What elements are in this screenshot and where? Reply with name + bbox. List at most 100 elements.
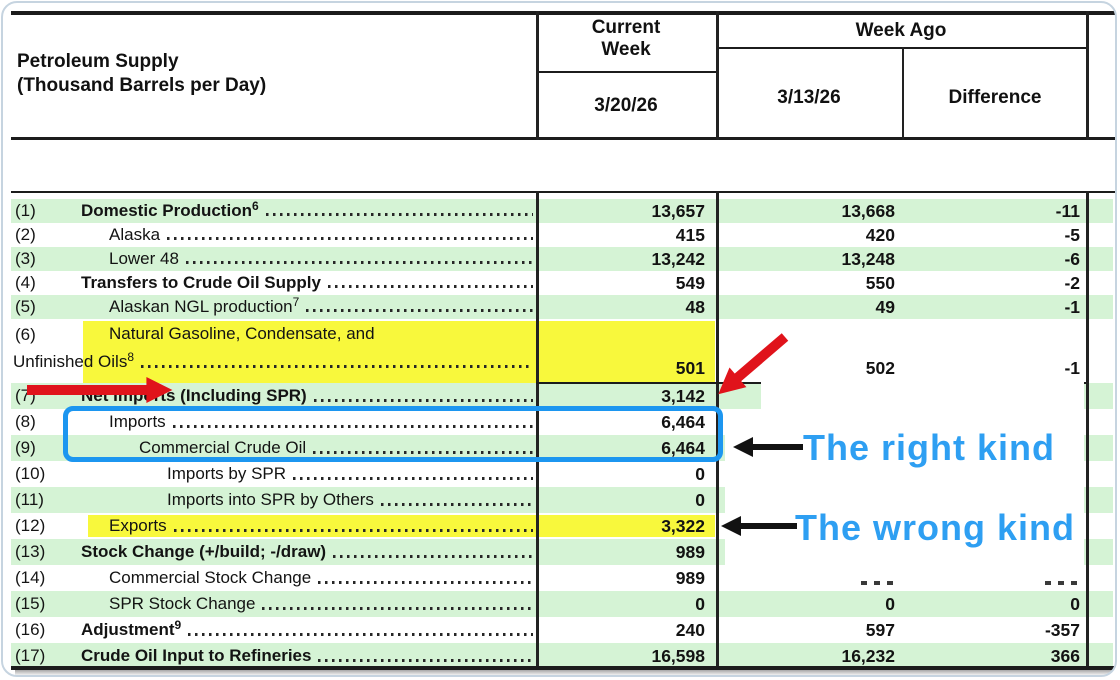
row-label-line1: Natural Gasoline, Condensate, and (11, 319, 536, 349)
table-row: (15) SPR Stock Change 0 0 0 (11, 591, 1113, 617)
column-header-week-ago-date: 3/13/26 (777, 87, 841, 108)
current-week-value: 3,322 (661, 515, 705, 536)
current-week-value: 48 (685, 296, 705, 317)
row-label-area: (2) Alaska (11, 223, 536, 247)
table-bottom-border (11, 666, 1115, 670)
row-number: (16) (15, 620, 46, 639)
table-title-line2: (Thousand Barrels per Day) (17, 75, 267, 96)
dot-leader (172, 425, 533, 428)
yellow-highlight (83, 321, 715, 383)
current-week-value: 0 (695, 593, 705, 614)
row-label-area: (13) Stock Change (+/build; -/draw) (11, 539, 536, 565)
week-ago-value: 0 (885, 593, 895, 614)
table-row: (8) Imports 6,464 (11, 409, 1113, 435)
current-week-value: 989 (675, 567, 705, 588)
week-ago-value: 16,232 (841, 645, 895, 666)
table-row: (3) Lower 48 13,242 13,248 -6 (11, 247, 1113, 271)
green-stripe (11, 643, 1113, 669)
row-label-area: (12) Exports (11, 513, 536, 539)
footnote-superscript: 6 (251, 199, 259, 213)
row-label-text: Adjustment (81, 620, 175, 639)
callout-wrong-kind: The wrong kind (795, 507, 1075, 548)
difference-value: -1 (1064, 296, 1080, 317)
row-number: (5) (15, 297, 36, 316)
row-label-area: (14) Commercial Stock Change (11, 565, 536, 591)
difference-value: -1 (1064, 358, 1080, 378)
row-label-area: (5) Alaskan NGL production7 (11, 295, 536, 319)
week-ago-value: 502 (865, 358, 895, 378)
dot-leader (327, 285, 533, 288)
current-week-value: 6,464 (661, 437, 705, 458)
green-stripe (11, 591, 1113, 617)
row-label: Imports into SPR by Others (11, 490, 374, 510)
row-label-text: Imports (109, 412, 166, 431)
current-week-value: 6,464 (661, 411, 705, 432)
column-header-difference: Difference (948, 87, 1042, 108)
row-label: Crude Oil Input to Refineries (11, 646, 311, 666)
row-label-text: Net Imports (Including SPR) (81, 386, 307, 405)
dot-leader (313, 399, 533, 402)
dot-leader (318, 659, 533, 662)
row-label-text: Domestic Production (81, 201, 252, 220)
dot-leader (173, 529, 533, 532)
footnote-superscript: 9 (174, 618, 182, 632)
dot-leader (141, 365, 533, 368)
table-row: (10) Imports by SPR 0 (11, 461, 1113, 487)
row-label-line2: Unfinished Oils8 (11, 349, 536, 375)
row-label-text: Imports by SPR (167, 464, 287, 483)
row-label: Alaskan NGL production7 (11, 296, 299, 317)
body-divider-labels (536, 191, 539, 670)
row-number: (14) (15, 568, 46, 587)
row-label-area: (16) Adjustment9 (11, 617, 536, 643)
row-label-area: (6) Natural Gasoline, Condensate, and Unfi… (11, 319, 536, 383)
clipped-digits-week-ago (861, 581, 895, 585)
green-stripe (11, 295, 1113, 319)
row-number: (15) (15, 594, 46, 613)
dot-leader (185, 261, 533, 264)
table-row: (12) Exports 3,322 (11, 513, 1113, 539)
row-number: (8) (15, 412, 36, 431)
clipped-digits-difference (1045, 581, 1079, 585)
current-week-value: 501 (675, 358, 705, 378)
header-divider-currentweek (716, 11, 719, 140)
header-divider-difference-left (902, 47, 904, 140)
table-row: (17) Crude Oil Input to Refineries 16,598 1… (11, 643, 1113, 669)
row-label-text: Stock Change (+/build; -/draw) (81, 542, 327, 561)
difference-value: -2 (1064, 272, 1080, 293)
difference-value: -5 (1064, 224, 1080, 245)
row-number: (6) (15, 325, 36, 344)
row-number: (1) (15, 201, 36, 220)
dot-leader (318, 581, 533, 584)
row-label-text: Crude Oil Input to Refineries (81, 646, 312, 665)
row-number: (17) (15, 646, 46, 665)
row-label-area: (15) SPR Stock Change (11, 591, 536, 617)
row-number: (9) (15, 438, 36, 457)
current-week-value: 415 (675, 224, 705, 245)
row-label: Lower 48 (11, 249, 179, 269)
row-label-area: (8) Imports (11, 409, 536, 435)
row-label: SPR Stock Change (11, 594, 255, 614)
white-cover-patch-main (725, 411, 1084, 581)
week-ago-value: 13,248 (841, 248, 895, 269)
dot-leader (167, 237, 533, 240)
current-week-value: 989 (675, 541, 705, 562)
blue-highlight-box (63, 406, 723, 462)
row-label: Stock Change (+/build; -/draw) (11, 542, 326, 562)
row-label: Domestic Production6 (11, 199, 259, 221)
row-number: (10) (15, 464, 46, 483)
table-title-line1: Petroleum Supply (17, 51, 179, 72)
row-label: Net Imports (Including SPR) (11, 386, 307, 406)
row-label-text: Alaskan NGL production (109, 297, 293, 316)
body-top-rule (11, 191, 1115, 193)
dot-leader (188, 633, 533, 636)
weekago-underline (716, 47, 1086, 49)
body-divider-currentweek (716, 191, 719, 670)
white-cover-patch-top (761, 381, 1084, 411)
row-label: Commercial Crude Oil (11, 438, 306, 458)
week-ago-value: 49 (875, 296, 895, 317)
week-ago-value: 420 (865, 224, 895, 245)
row-label-text: Natural Gasoline, Condensate, and (109, 324, 375, 343)
dot-leader (293, 477, 533, 480)
table-row: (6) Natural Gasoline, Condensate, and Unfi… (11, 319, 1113, 383)
